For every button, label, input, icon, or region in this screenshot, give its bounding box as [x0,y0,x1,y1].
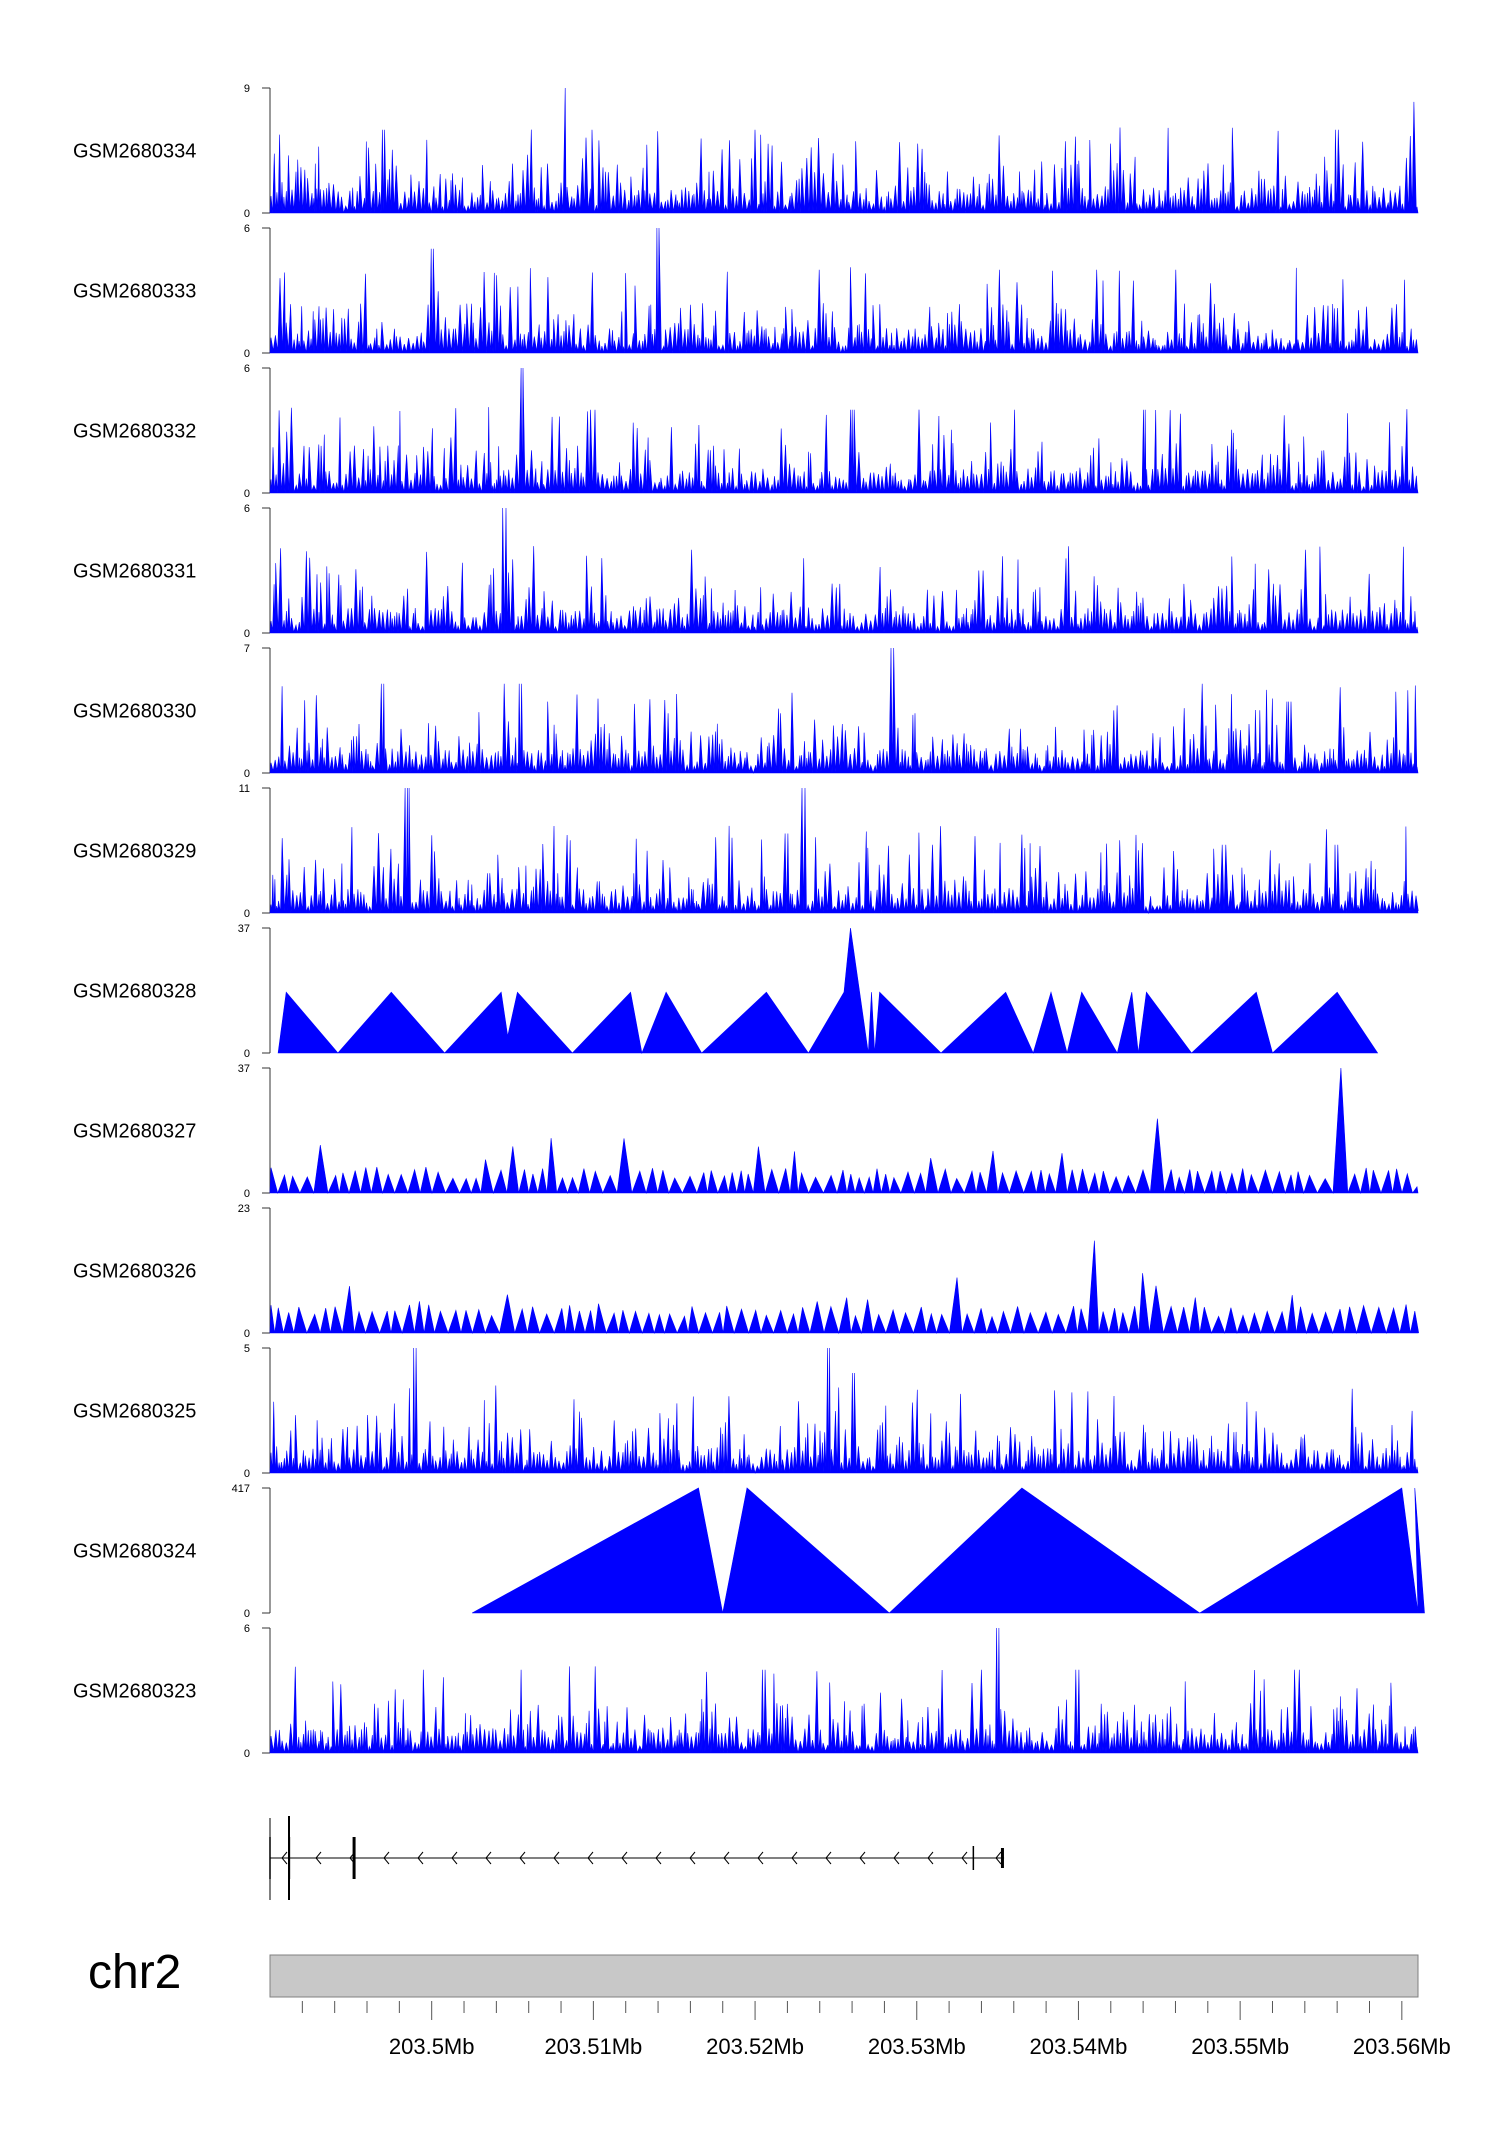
x-tick-label: 203.54Mb [1030,2034,1128,2059]
y-tick-max: 6 [244,363,250,375]
strand-arrow [893,1851,900,1865]
signal-area [277,927,1379,1055]
x-tick-label: 203.52Mb [706,2034,804,2059]
strand-arrow [791,1851,798,1865]
track-label: GSM2680331 [73,561,196,583]
y-tick-max: 37 [238,1063,250,1075]
track-GSM2680327: GSM2680327 37 0 [73,1063,1419,1200]
y-tick-max: 6 [244,1623,250,1635]
track-label: GSM2680329 [73,841,196,863]
strand-arrow [417,1851,424,1865]
y-tick-min: 0 [244,628,250,640]
track-GSM2680332: GSM2680332 6 0 [73,363,1419,500]
track-GSM2680330: GSM2680330 7 0 [73,643,1419,780]
x-tick-label: 203.53Mb [868,2034,966,2059]
data-tracks: GSM268033490GSM268033360GSM268033260GSM2… [73,83,1425,1760]
strand-arrow [825,1851,832,1865]
track-GSM2680326: GSM2680326 23 0 [73,1203,1419,1340]
ideogram-bar [269,1954,1419,1998]
signal-area [269,1240,1419,1335]
y-tick-min: 0 [244,1048,250,1060]
track-label: GSM2680334 [73,141,196,163]
y-tick-max: 417 [232,1483,250,1495]
x-tick-label: 203.51Mb [544,2034,642,2059]
signal-area [269,367,1419,494]
strand-arrow [383,1851,390,1865]
y-tick-min: 0 [244,348,250,360]
signal-area [269,787,1419,915]
strand-arrow [995,1851,1002,1865]
signal-area [269,1067,1419,1195]
y-tick-max: 7 [244,643,250,655]
strand-arrow [451,1851,458,1865]
signal-area [269,227,1419,354]
signal-area [471,1487,1425,1614]
strand-arrow [485,1851,492,1865]
track-label: GSM2680326 [73,1261,196,1283]
track-label: GSM2680323 [73,1681,196,1703]
track-label: GSM2680324 [73,1541,196,1563]
strand-arrow [723,1851,730,1865]
track-label: GSM2680332 [73,421,196,443]
y-tick-min: 0 [244,208,250,220]
y-tick-min: 0 [244,1468,250,1480]
y-tick-max: 9 [244,83,250,95]
y-tick-min: 0 [244,768,250,780]
x-tick-label: 203.55Mb [1191,2034,1289,2059]
chromosome-label: chr2 [88,1946,181,1999]
signal-area [269,647,1419,774]
y-tick-max: 11 [239,783,250,795]
chromosome-ideogram: chr2 [88,1946,1419,1999]
track-label: GSM2680325 [73,1401,196,1423]
strand-arrow [315,1851,322,1865]
y-tick-max: 6 [244,223,250,235]
track-label: GSM2680333 [73,281,196,303]
strand-arrow [927,1851,934,1865]
track-GSM2680331: GSM2680331 6 0 [73,503,1419,640]
track-GSM2680323: GSM2680323 6 0 [73,1623,1419,1760]
strand-arrow [281,1851,288,1865]
y-tick-min: 0 [244,1188,250,1200]
y-tick-min: 0 [244,1748,250,1760]
track-GSM2680328: GSM2680328 37 0 [73,923,1379,1060]
track-GSM2680329: GSM2680329 11 0 [73,783,1419,920]
y-tick-min: 0 [244,1328,250,1340]
strand-arrow [859,1851,866,1865]
track-label: GSM2680330 [73,701,196,723]
x-tick-label: 203.56Mb [1353,2034,1451,2059]
track-GSM2680325: GSM2680325 5 0 [73,1343,1419,1480]
strand-arrow [621,1851,628,1865]
strand-arrow [587,1851,594,1865]
signal-area [269,1347,1419,1475]
y-tick-min: 0 [244,908,250,920]
strand-arrow [519,1851,526,1865]
signal-area [269,507,1419,634]
track-GSM2680333: GSM2680333 6 0 [73,223,1419,360]
x-tick-label: 203.5Mb [389,2034,475,2059]
track-GSM2680334: GSM2680334 9 0 [73,83,1419,220]
signal-area [269,1627,1419,1754]
track-GSM2680324: GSM2680324 417 0 [73,1483,1425,1620]
y-tick-max: 6 [244,503,250,515]
y-tick-max: 37 [238,923,250,935]
y-tick-min: 0 [244,1608,250,1620]
track-label: GSM2680327 [73,1121,196,1143]
signal-area [269,87,1419,214]
y-tick-max: 5 [244,1343,250,1355]
genome-axis: 203.5Mb 203.51Mb 203.52Mb 203.53Mb 203.54Mb 2… [270,1996,1451,2059]
track-label: GSM2680328 [73,981,196,1003]
strand-arrow [553,1851,560,1865]
strand-arrow [689,1851,696,1865]
strand-arrow [961,1851,968,1865]
y-tick-min: 0 [244,488,250,500]
strand-arrow [757,1851,764,1865]
y-tick-max: 23 [238,1203,250,1215]
gene-model-track [269,1816,1005,1900]
strand-arrow [655,1851,662,1865]
